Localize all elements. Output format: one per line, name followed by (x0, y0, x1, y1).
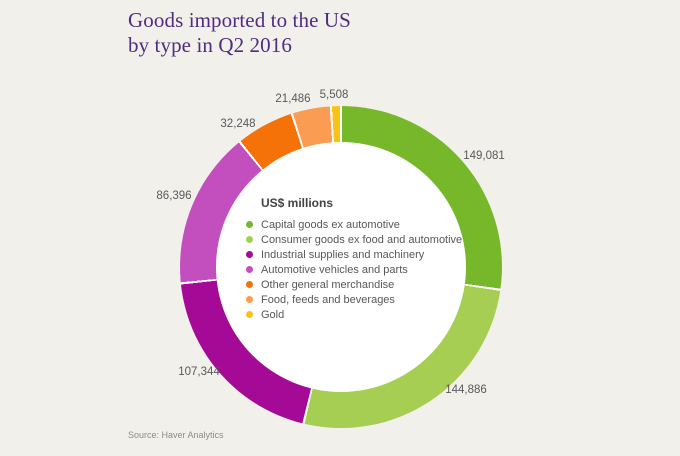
chart-legend: US$ millions Capital goods ex automotive… (246, 196, 466, 322)
donut-chart-hole (216, 142, 466, 392)
legend-dot-icon (246, 221, 253, 228)
legend-item-label: Other general merchandise (261, 278, 395, 291)
legend-item-label: Food, feeds and beverages (261, 293, 395, 306)
legend-item: Other general merchandise (246, 277, 466, 292)
segment-value-label: 86,396 (156, 190, 192, 202)
legend-dot-icon (246, 251, 253, 258)
segment-value-label: 149,081 (463, 150, 505, 162)
legend-dot-icon (246, 311, 253, 318)
chart-title-line1: Goods imported to the US (128, 8, 351, 32)
legend-dot-icon (246, 281, 253, 288)
segment-value-label: 21,486 (275, 93, 311, 105)
segment-value-label: 144,886 (445, 384, 487, 396)
segment-value-label: 32,248 (220, 118, 256, 130)
legend-dot-icon (246, 236, 253, 243)
segment-value-label: 5,508 (319, 89, 349, 101)
legend-item: Industrial supplies and machinery (246, 247, 466, 262)
legend-item: Gold (246, 307, 466, 322)
legend-item: Food, feeds and beverages (246, 292, 466, 307)
segment-value-label: 107,344 (178, 366, 220, 378)
legend-title: US$ millions (261, 196, 334, 210)
legend-item: Capital goods ex automotive (246, 217, 466, 232)
legend-item: Consumer goods ex food and automotive (246, 232, 466, 247)
legend-dot-icon (246, 266, 253, 273)
legend-item-label: Gold (261, 308, 285, 321)
legend-item-label: Automotive vehicles and parts (261, 263, 408, 276)
legend-item-label: Consumer goods ex food and automotive (261, 233, 463, 246)
legend-dot-icon (246, 296, 253, 303)
legend-item-label: Capital goods ex automotive (261, 218, 400, 231)
chart-title: Goods imported to the US by type in Q2 2… (128, 8, 351, 58)
chart-title-line2: by type in Q2 2016 (128, 33, 292, 57)
legend-item-label: Industrial supplies and machinery (261, 248, 425, 261)
source-note: Source: Haver Analytics (128, 430, 224, 440)
legend-item: Automotive vehicles and parts (246, 262, 466, 277)
